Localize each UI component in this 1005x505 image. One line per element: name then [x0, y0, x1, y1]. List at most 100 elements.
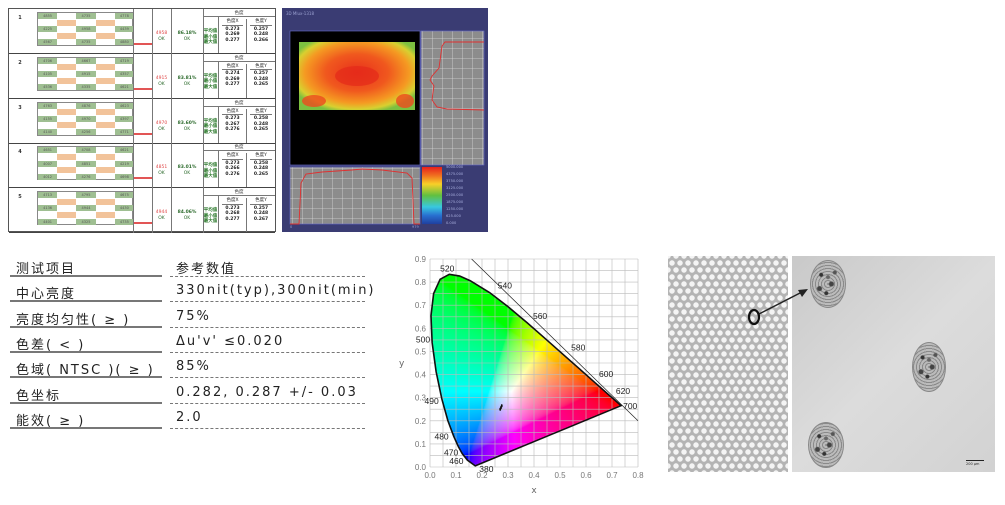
chroma-x-column: 色度X 0.273 0.266 0.276 — [219, 153, 247, 188]
chroma-y-value: 0.265 — [253, 82, 269, 88]
row-index: 3 — [18, 104, 22, 111]
grid-value-cell: 4256 — [76, 128, 96, 135]
grid-spacer-cell — [57, 167, 77, 174]
grid-spacer-cell — [95, 109, 115, 116]
legend-tick-label: 1875.000 — [446, 200, 464, 204]
uniformity-value: 86.18% — [177, 31, 197, 36]
grid-value-cell: 4335 — [76, 84, 96, 91]
chroma-y-header: 色度Y — [250, 19, 272, 26]
uniformity-value: 83.81% — [177, 75, 197, 81]
spec-row: 色域( NTSC )( ≥ ) 85% — [10, 353, 365, 379]
x-tick-label: 0.4 — [528, 471, 540, 480]
chroma-y-value: 0.258 — [253, 160, 269, 166]
divider — [10, 376, 162, 379]
chroma-header: 色度 — [203, 189, 275, 197]
grid-value-cell: 4958 — [76, 26, 96, 33]
spectral-locus — [430, 273, 623, 467]
grid-spacer-cell — [95, 211, 115, 218]
cie-chromaticity-chart: 0.0 0.1 0.2 0.3 0.4 0.5 0.6 0.7 0.8 0.0 0.1 0.2 0.3 0… — [395, 250, 650, 500]
chroma-x-value: 0.267 — [225, 121, 240, 127]
cie-svg: 0.0 0.1 0.2 0.3 0.4 0.5 0.6 0.7 0.8 0.0 0.1 0.2 0.3 0… — [399, 255, 644, 496]
spec-item: 色坐标 — [16, 388, 62, 404]
grid-spacer-cell — [57, 64, 77, 71]
grid-spacer-cell — [95, 153, 115, 160]
red-marker — [134, 43, 152, 45]
center-value: 4958 — [155, 31, 168, 36]
chroma-x-value: 0.266 — [225, 166, 240, 172]
y-tick-label: 0.5 — [415, 347, 427, 356]
chroma-y-value: 0.257 — [253, 205, 269, 211]
x-axis-label: x — [531, 486, 537, 496]
spec-item: 中心亮度 — [16, 287, 77, 303]
spec-row: 中心亮度 330nit(typ),300nit(min) — [10, 277, 374, 303]
grid-value-cell: 4623 — [114, 102, 134, 109]
wavelength-label: 490 — [425, 396, 439, 406]
brightness-grid: 4763 4876 4623 4155 4970 4397 4140 4256 4771 — [37, 101, 134, 136]
grid-value-cell: 4771 — [114, 128, 134, 135]
grid-value-cell: 4325 — [76, 218, 96, 225]
grid-value-cell: 4675 — [114, 192, 134, 199]
stat-label: 平均值 — [203, 163, 218, 169]
center-value: 4915 — [155, 75, 168, 81]
legend-tick-label: 3750.000 — [446, 179, 464, 183]
center-value: 4944 — [155, 210, 168, 216]
chroma-header: 色度 — [203, 100, 275, 107]
tangent-line — [471, 258, 639, 422]
red-marker — [134, 87, 152, 90]
uniformity: 83.60% OK — [171, 121, 203, 133]
color-scale-bar — [422, 167, 442, 224]
center-status: OK — [158, 126, 165, 132]
chroma-x-value: 0.276 — [225, 171, 240, 177]
measured-point — [500, 404, 503, 408]
wavelength-label: 470 — [444, 448, 458, 458]
y-tick-label: 0.3 — [415, 394, 427, 403]
grid-value-cell: 4105 — [38, 70, 58, 77]
red-marker — [134, 222, 152, 225]
y-tick-label: 0.2 — [415, 417, 427, 426]
measured-point — [499, 407, 502, 411]
column-divider — [171, 143, 172, 189]
column-divider — [152, 53, 153, 99]
column-divider — [133, 9, 134, 54]
divider — [10, 426, 162, 429]
grid-value-cell: 4706 — [38, 57, 58, 64]
grid-spacer-cell — [57, 211, 77, 218]
uniformity: 84.06% OK — [171, 210, 203, 222]
legend-tick-label: 0.000 — [446, 221, 457, 225]
x-tick-label: 0.8 — [632, 471, 644, 480]
grid-value-cell: 4536 — [38, 84, 58, 91]
chroma-x-value: 0.277 — [225, 82, 240, 88]
divider — [170, 326, 365, 328]
center-status: OK — [158, 81, 165, 87]
spec-header-row: 测试项目 参考数值 — [10, 252, 365, 277]
grid-spacer-cell — [95, 19, 115, 26]
x-tick-label: 0.1 — [450, 471, 462, 480]
column-divider — [133, 143, 134, 189]
grid-value-cell: 4763 — [38, 102, 58, 109]
uniformity-status: OK — [183, 216, 191, 222]
center-status: OK — [158, 216, 165, 222]
header-item: 测试项目 — [16, 262, 77, 277]
divider — [10, 275, 162, 277]
grid-value-cell: 4276 — [76, 173, 96, 180]
chroma-y-value: 0.257 — [253, 71, 269, 77]
microstructure-dot-pattern-image — [668, 256, 788, 472]
stat-label: 最小值 — [203, 213, 218, 219]
chroma-header: 色度 — [203, 55, 275, 62]
center-value: 4970 — [155, 120, 168, 126]
wavelength-label: 480 — [434, 431, 448, 441]
grid-spacer-cell — [95, 122, 115, 129]
red-marker — [134, 177, 152, 180]
chroma-x-value: 0.273 — [225, 116, 240, 122]
legend-tick-label: 625.000 — [446, 214, 461, 218]
column-divider — [152, 143, 153, 189]
horizontal-profile-line — [290, 168, 420, 225]
column-divider — [152, 9, 153, 54]
header-value: 参考数值 — [176, 262, 237, 277]
spec-value: 75% — [176, 308, 211, 324]
scale-label: 200 μm — [966, 462, 980, 466]
wavelength-label: 500 — [416, 335, 430, 345]
divider — [170, 377, 365, 379]
wavelength-label: 460 — [449, 456, 463, 466]
legend-tick-label: 4375.000 — [446, 172, 464, 176]
